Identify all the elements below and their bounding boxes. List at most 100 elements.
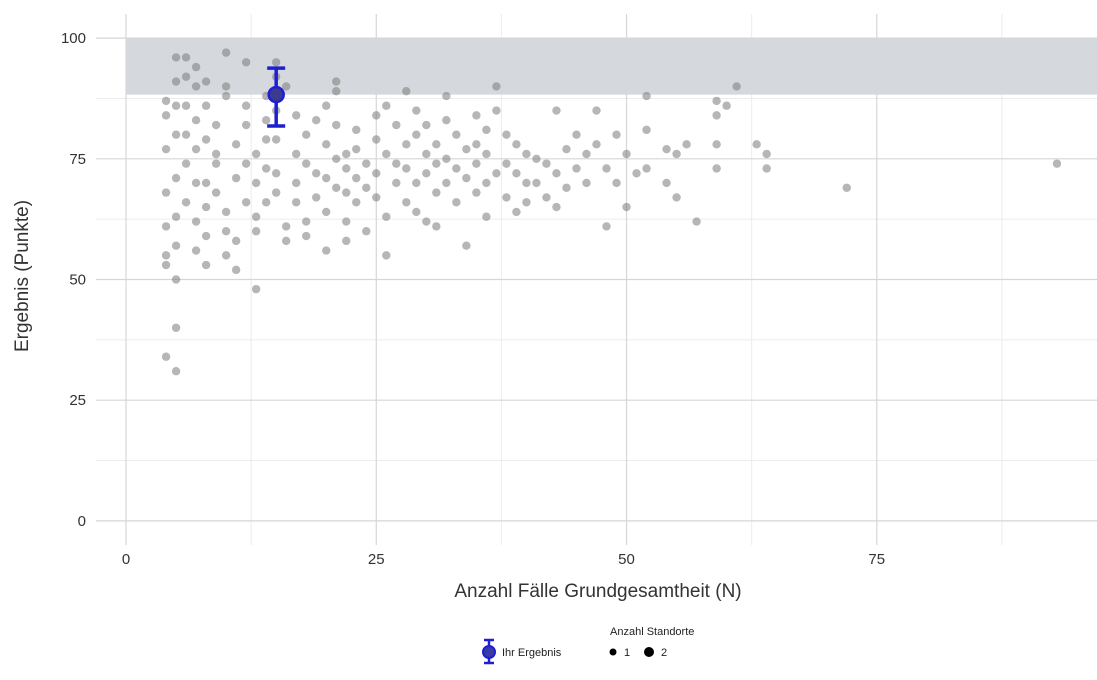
data-point <box>472 140 481 149</box>
data-point <box>332 87 341 96</box>
data-point <box>482 178 491 188</box>
data-point <box>672 193 681 202</box>
data-point <box>642 91 651 101</box>
data-point <box>332 120 341 130</box>
data-point <box>302 159 311 168</box>
data-point <box>402 140 411 149</box>
data-point <box>322 140 331 149</box>
data-point <box>562 183 571 192</box>
data-point <box>181 72 191 81</box>
data-point <box>582 149 591 159</box>
y-tick-label: 0 <box>78 513 86 530</box>
data-point <box>482 149 491 159</box>
data-point <box>322 101 331 110</box>
data-point <box>512 169 521 178</box>
data-point <box>762 164 771 173</box>
data-point <box>402 164 411 173</box>
data-point <box>161 111 171 120</box>
data-point <box>482 125 491 135</box>
data-point <box>662 178 671 188</box>
data-point <box>221 251 231 260</box>
data-point <box>622 149 631 159</box>
data-point <box>171 101 181 110</box>
data-point <box>502 159 511 168</box>
data-point <box>342 164 351 173</box>
legend-size-title: Anzahl Standorte <box>610 626 694 638</box>
data-point <box>382 101 391 110</box>
data-point <box>372 111 381 120</box>
data-point <box>342 188 351 197</box>
data-point <box>281 82 291 91</box>
data-point <box>552 202 561 212</box>
legend-highlight-icon <box>482 638 496 665</box>
data-point <box>512 207 521 217</box>
data-point <box>292 111 301 120</box>
data-point <box>191 144 201 154</box>
data-point <box>312 169 321 178</box>
data-point <box>562 144 571 154</box>
x-axis-title: Anzahl Fälle Grundgesamtheit (N) <box>454 581 741 602</box>
data-point <box>352 144 361 154</box>
data-point <box>241 120 251 130</box>
data-point <box>382 149 391 159</box>
data-point <box>261 164 271 173</box>
data-point <box>622 202 631 212</box>
data-point <box>442 154 451 164</box>
legend-size-dot-large <box>644 647 654 657</box>
data-point <box>432 140 441 149</box>
y-tick-label: 25 <box>69 392 86 409</box>
y-tick-labels: 0 25 50 75 100 <box>61 30 86 530</box>
data-point <box>302 231 311 241</box>
data-point <box>201 231 211 241</box>
minor-gridlines <box>96 14 1097 545</box>
data-point <box>161 260 171 270</box>
data-point <box>322 173 331 183</box>
data-point <box>161 251 171 260</box>
data-point <box>281 222 291 231</box>
data-point <box>241 198 251 207</box>
highlight-point <box>267 85 285 104</box>
data-point <box>352 173 361 183</box>
data-point <box>201 135 211 144</box>
data-point <box>602 222 611 231</box>
data-point <box>292 178 301 188</box>
data-point <box>161 222 171 231</box>
data-point <box>271 58 281 67</box>
data-point <box>532 154 541 164</box>
data-point <box>412 207 421 217</box>
data-point <box>692 217 701 226</box>
data-point <box>281 236 291 246</box>
data-point <box>572 130 581 139</box>
data-point <box>171 77 181 86</box>
data-point <box>452 198 461 207</box>
data-point <box>722 101 731 110</box>
data-point <box>211 159 221 168</box>
data-point <box>161 144 171 154</box>
data-point <box>251 178 261 188</box>
data-point <box>271 169 281 178</box>
data-point <box>552 106 561 115</box>
data-point <box>221 91 231 101</box>
data-point <box>642 125 651 135</box>
data-point <box>342 236 351 246</box>
legend-size-label-1: 1 <box>624 647 630 659</box>
y-tick-label: 50 <box>69 272 86 289</box>
data-point <box>662 144 671 154</box>
data-points <box>161 48 1062 376</box>
x-tick-labels: 0 25 50 75 <box>122 551 885 568</box>
data-point <box>542 193 551 202</box>
data-point <box>211 120 221 130</box>
legend-size-label-2: 2 <box>661 647 667 659</box>
data-point <box>432 222 441 231</box>
data-point <box>522 198 531 207</box>
data-point <box>532 178 541 188</box>
data-point <box>372 169 381 178</box>
data-point <box>372 193 381 202</box>
data-point <box>221 207 231 217</box>
data-point <box>191 116 201 125</box>
data-point <box>221 48 231 57</box>
data-point <box>292 198 301 207</box>
data-point <box>181 130 191 139</box>
data-point <box>181 101 191 110</box>
data-point <box>592 140 601 149</box>
